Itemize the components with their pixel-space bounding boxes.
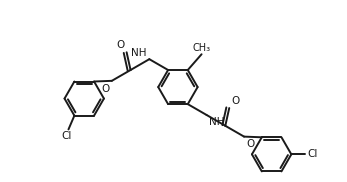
Text: O: O [102, 84, 110, 94]
Text: Cl: Cl [307, 149, 318, 159]
Text: NH: NH [210, 117, 225, 127]
Text: NH: NH [131, 48, 146, 58]
Text: CH₃: CH₃ [193, 43, 211, 53]
Text: O: O [116, 40, 125, 50]
Text: O: O [231, 96, 239, 106]
Text: Cl: Cl [61, 131, 72, 141]
Text: O: O [246, 139, 254, 149]
